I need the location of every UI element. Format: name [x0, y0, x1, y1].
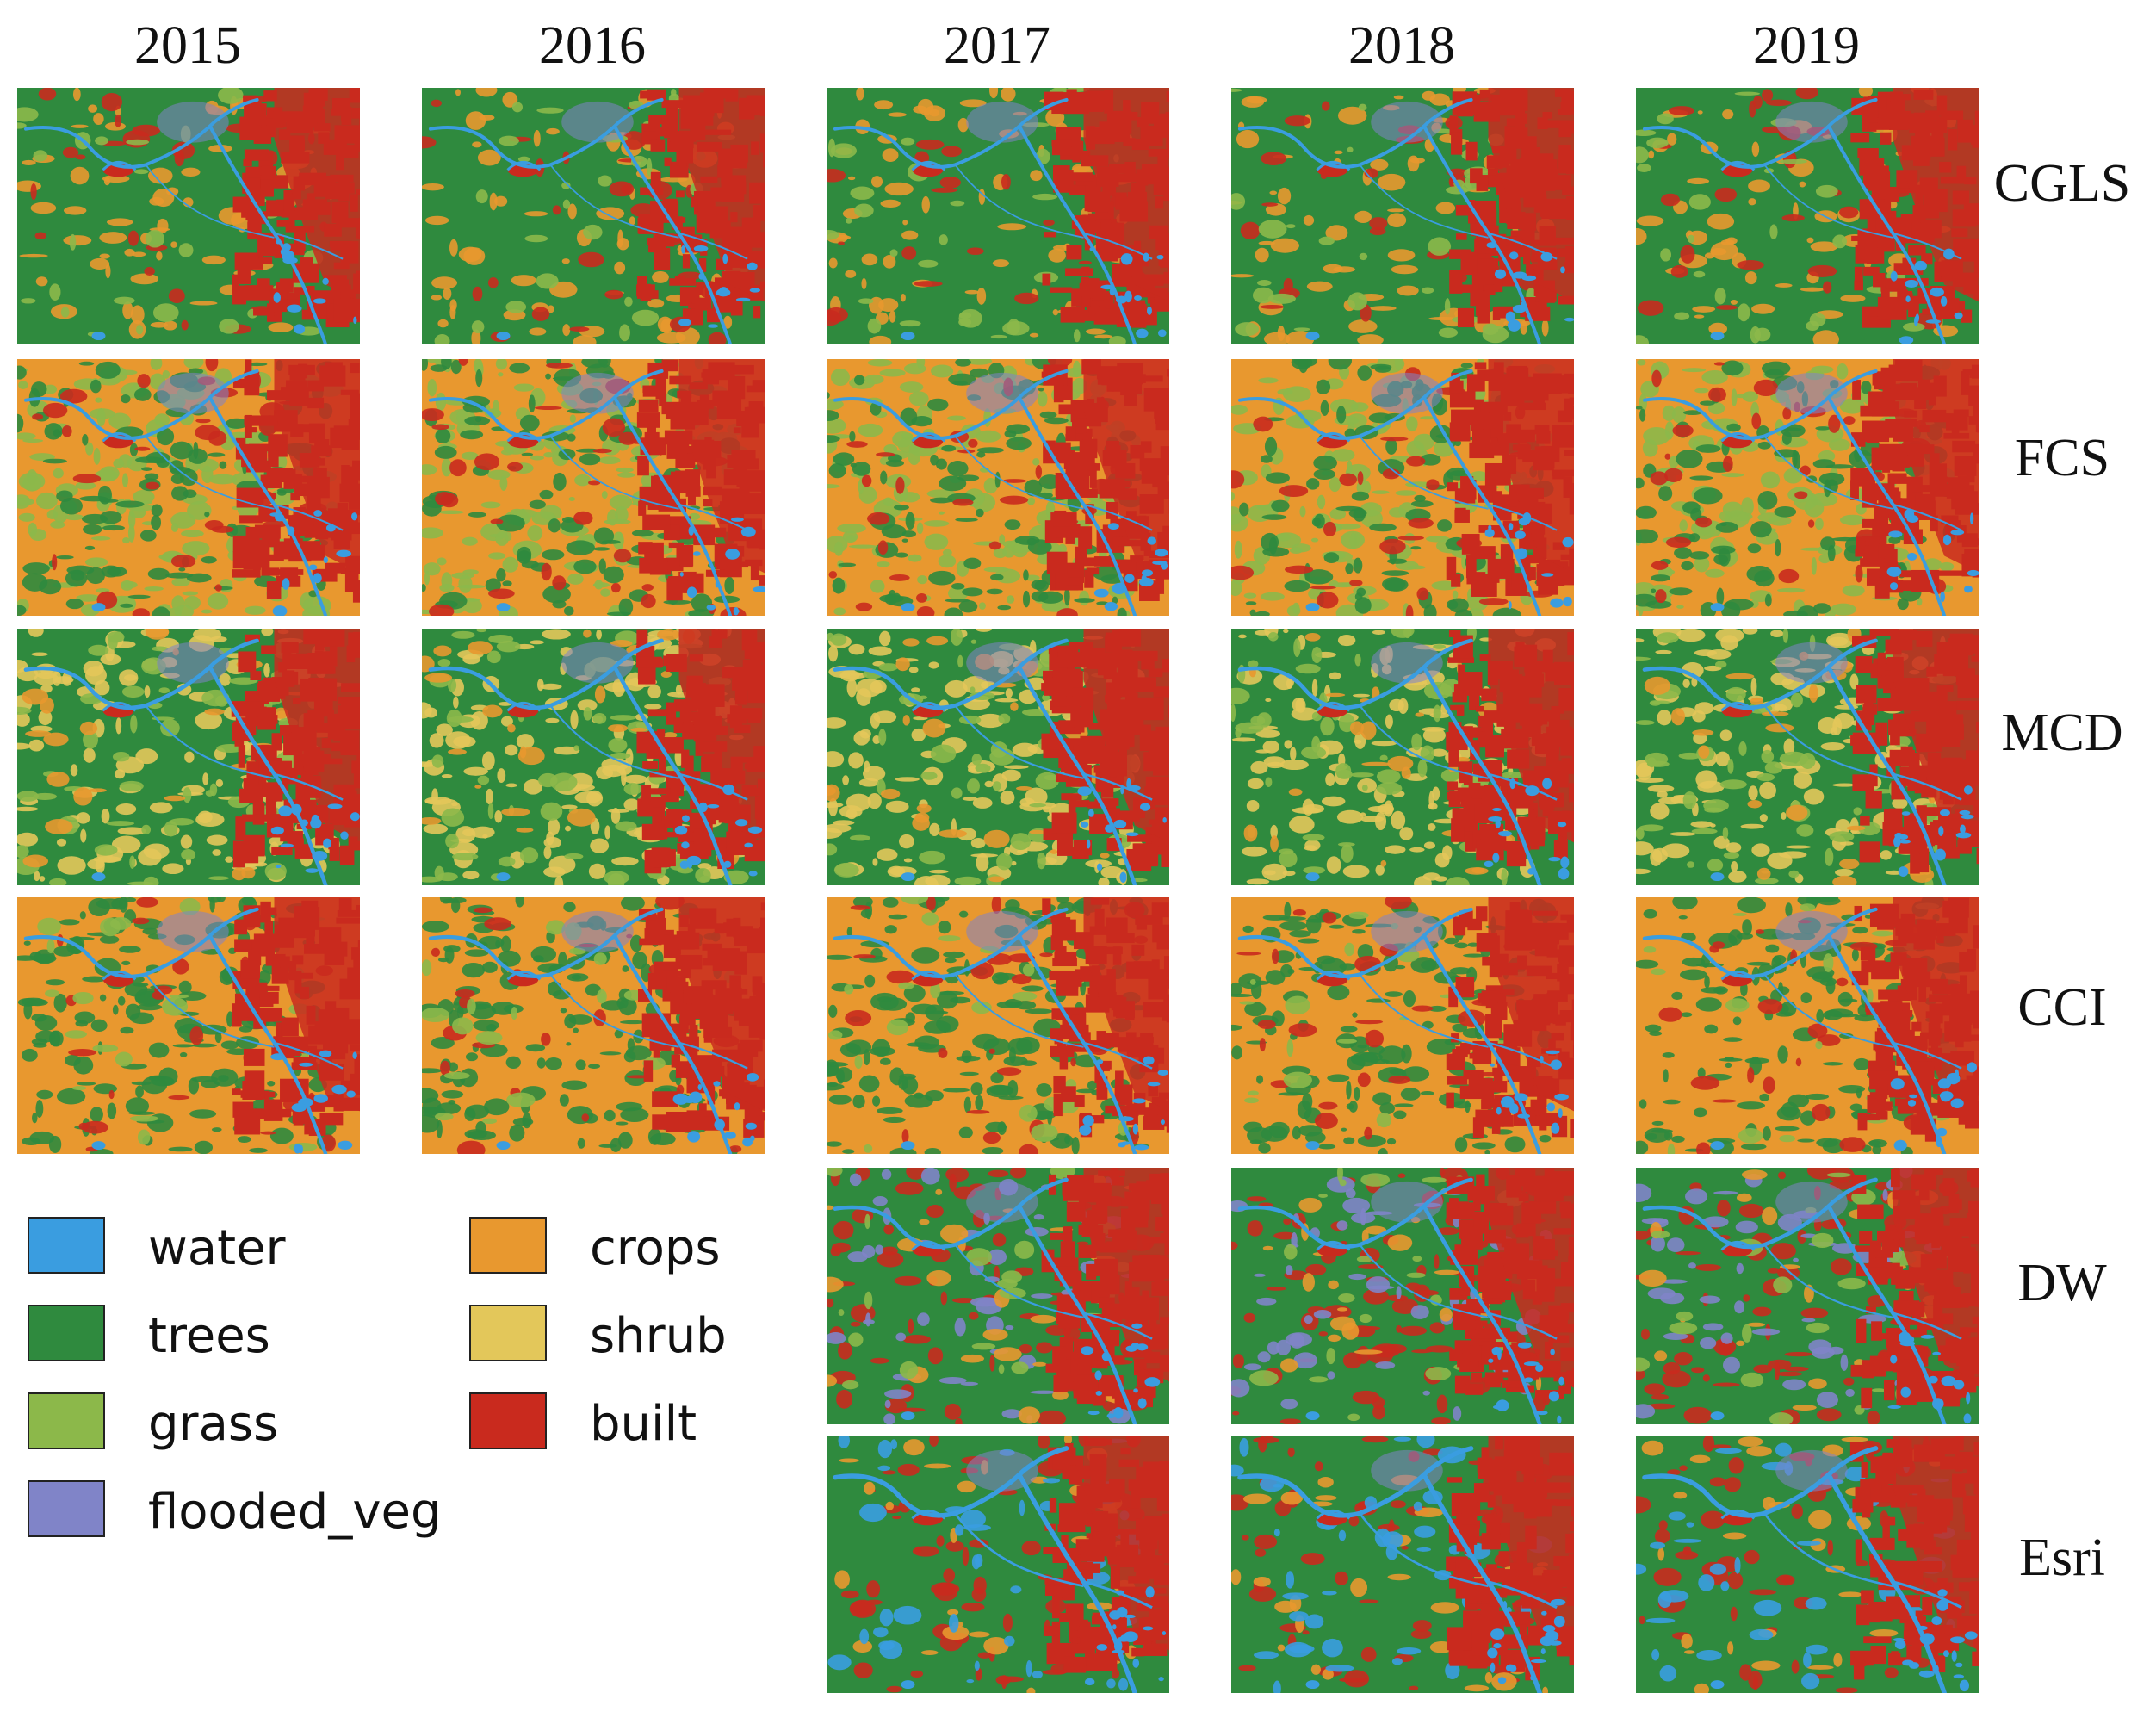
map-panel-cgls-2017: [827, 88, 1169, 344]
map-panel-fcs-2015: [17, 359, 360, 616]
land-cover-raster: [17, 897, 360, 1154]
land-cover-raster: [1636, 1168, 1979, 1424]
legend-label-trees: trees: [148, 1308, 270, 1364]
land-cover-raster: [1231, 359, 1574, 616]
map-panel-cci-2019: [1636, 897, 1979, 1154]
map-panel-cci-2015: [17, 897, 360, 1154]
land-cover-raster: [422, 359, 765, 616]
map-panel-cgls-2019: [1636, 88, 1979, 344]
legend-swatch-crops: [469, 1217, 547, 1274]
product-label-cgls: CGLS: [1993, 154, 2131, 213]
map-panel-dw-2017: [827, 1168, 1169, 1424]
map-panel-dw-2019: [1636, 1168, 1979, 1424]
land-cover-raster: [1231, 88, 1574, 344]
map-panel-mcd-2015: [17, 629, 360, 885]
land-cover-raster: [1231, 1168, 1574, 1424]
legend-swatch-built: [469, 1392, 547, 1449]
product-label-esri: Esri: [2019, 1529, 2105, 1587]
year-label-2016: 2016: [539, 16, 646, 75]
land-cover-raster: [1636, 629, 1979, 885]
year-label-2018: 2018: [1348, 16, 1455, 75]
map-panel-mcd-2016: [422, 629, 765, 885]
map-panel-esri-2018: [1231, 1436, 1574, 1693]
legend-swatch-shrub: [469, 1305, 547, 1361]
land-cover-raster: [422, 629, 765, 885]
land-cover-raster: [827, 629, 1169, 885]
map-panel-cgls-2018: [1231, 88, 1574, 344]
year-label-2019: 2019: [1753, 16, 1860, 75]
land-cover-raster: [1636, 88, 1979, 344]
land-cover-raster: [17, 629, 360, 885]
map-panel-cci-2016: [422, 897, 765, 1154]
map-panel-fcs-2019: [1636, 359, 1979, 616]
land-cover-raster: [17, 359, 360, 616]
map-panel-mcd-2019: [1636, 629, 1979, 885]
map-panel-cgls-2015: [17, 88, 360, 344]
map-panel-esri-2017: [827, 1436, 1169, 1693]
legend-label-crops: crops: [590, 1220, 721, 1276]
land-cover-raster: [422, 88, 765, 344]
map-panel-esri-2019: [1636, 1436, 1979, 1693]
map-panel-fcs-2017: [827, 359, 1169, 616]
legend-label-built: built: [590, 1396, 697, 1452]
land-cover-raster: [827, 1168, 1169, 1424]
land-cover-raster: [827, 359, 1169, 616]
land-cover-raster: [1231, 1436, 1574, 1693]
product-label-dw: DW: [2017, 1254, 2107, 1312]
legend-swatch-flooded-veg: [28, 1480, 105, 1537]
product-label-mcd: MCD: [2001, 704, 2123, 762]
land-cover-raster: [1231, 629, 1574, 885]
land-cover-raster: [1636, 897, 1979, 1154]
product-label-fcs: FCS: [2014, 429, 2110, 487]
legend-label-shrub: shrub: [590, 1308, 727, 1364]
map-panel-cci-2018: [1231, 897, 1574, 1154]
legend-swatch-grass: [28, 1392, 105, 1449]
legend-label-water: water: [148, 1220, 286, 1276]
legend-swatch-water: [28, 1217, 105, 1274]
map-panel-cgls-2016: [422, 88, 765, 344]
land-cover-raster: [827, 1436, 1169, 1693]
map-panel-mcd-2017: [827, 629, 1169, 885]
year-label-2015: 2015: [134, 16, 241, 75]
legend-swatch-trees: [28, 1305, 105, 1361]
land-cover-raster: [1636, 1436, 1979, 1693]
land-cover-raster: [827, 897, 1169, 1154]
legend-label-grass: grass: [148, 1396, 279, 1452]
land-cover-raster: [17, 88, 360, 344]
map-panel-cci-2017: [827, 897, 1169, 1154]
land-cover-raster: [1231, 897, 1574, 1154]
land-cover-raster: [422, 897, 765, 1154]
land-cover-raster: [1636, 359, 1979, 616]
year-label-2017: 2017: [944, 16, 1050, 75]
map-panel-fcs-2018: [1231, 359, 1574, 616]
product-label-cci: CCI: [2017, 978, 2107, 1037]
land-cover-raster: [827, 88, 1169, 344]
legend-label-flooded-veg: flooded_veg: [148, 1484, 442, 1540]
map-panel-dw-2018: [1231, 1168, 1574, 1424]
map-panel-mcd-2018: [1231, 629, 1574, 885]
map-panel-fcs-2016: [422, 359, 765, 616]
